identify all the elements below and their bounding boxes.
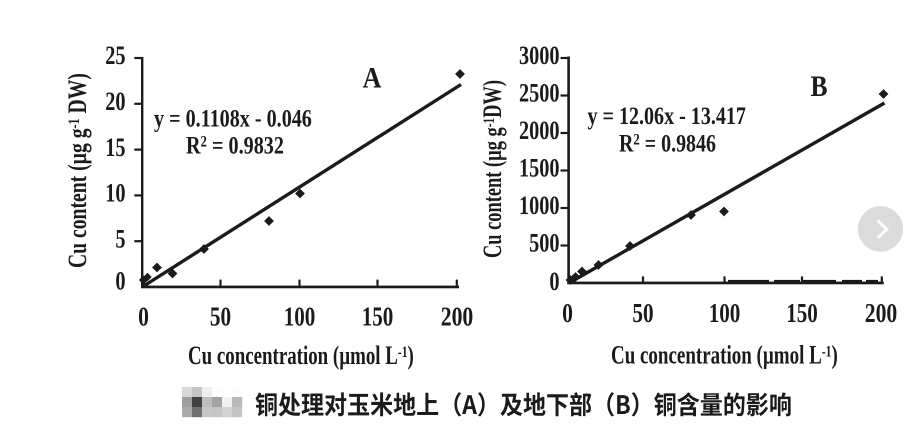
svg-text:200: 200 [441, 302, 474, 332]
svg-text:15: 15 [105, 133, 125, 162]
svg-text:0: 0 [138, 302, 149, 332]
svg-text:150: 150 [786, 299, 818, 329]
svg-text:0: 0 [562, 299, 573, 329]
svg-text:0: 0 [549, 268, 559, 297]
svg-text:200: 200 [865, 299, 898, 329]
svg-text:20: 20 [105, 88, 125, 117]
svg-text:R2 = 0.9832: R2 = 0.9832 [186, 131, 284, 159]
svg-text:25: 25 [105, 42, 125, 71]
svg-text:B: B [811, 70, 828, 103]
svg-text:10: 10 [105, 179, 125, 208]
svg-text:y = 12.06x - 13.417: y = 12.06x - 13.417 [588, 102, 746, 130]
svg-text:150: 150 [362, 302, 394, 332]
svg-text:Cu content (µg g-1 DW): Cu content (µg g-1 DW) [62, 73, 91, 268]
svg-text:500: 500 [529, 229, 559, 258]
svg-text:1500: 1500 [519, 154, 560, 183]
svg-text:2000: 2000 [519, 117, 560, 146]
svg-text:50: 50 [210, 302, 231, 332]
svg-text:A: A [363, 62, 382, 95]
svg-text:R2 = 0.9846: R2 = 0.9846 [619, 129, 716, 157]
svg-text:Cu concentration (µmol L-1): Cu concentration (µmol L-1) [188, 341, 414, 370]
svg-text:5: 5 [115, 225, 125, 254]
svg-text:3000: 3000 [519, 42, 560, 71]
svg-text:100: 100 [709, 299, 741, 329]
svg-text:Cu concentration (µmol L-1): Cu concentration (µmol L-1) [611, 341, 838, 370]
svg-text:0: 0 [115, 267, 125, 296]
svg-text:y = 0.1108x - 0.046: y = 0.1108x - 0.046 [154, 104, 312, 132]
svg-text:50: 50 [632, 299, 653, 329]
svg-text:100: 100 [284, 302, 316, 332]
svg-text:1000: 1000 [519, 192, 560, 221]
svg-text:Cu content (µg g-1DW): Cu content (µg g-1DW) [478, 80, 507, 258]
svg-text:2500: 2500 [519, 79, 560, 108]
